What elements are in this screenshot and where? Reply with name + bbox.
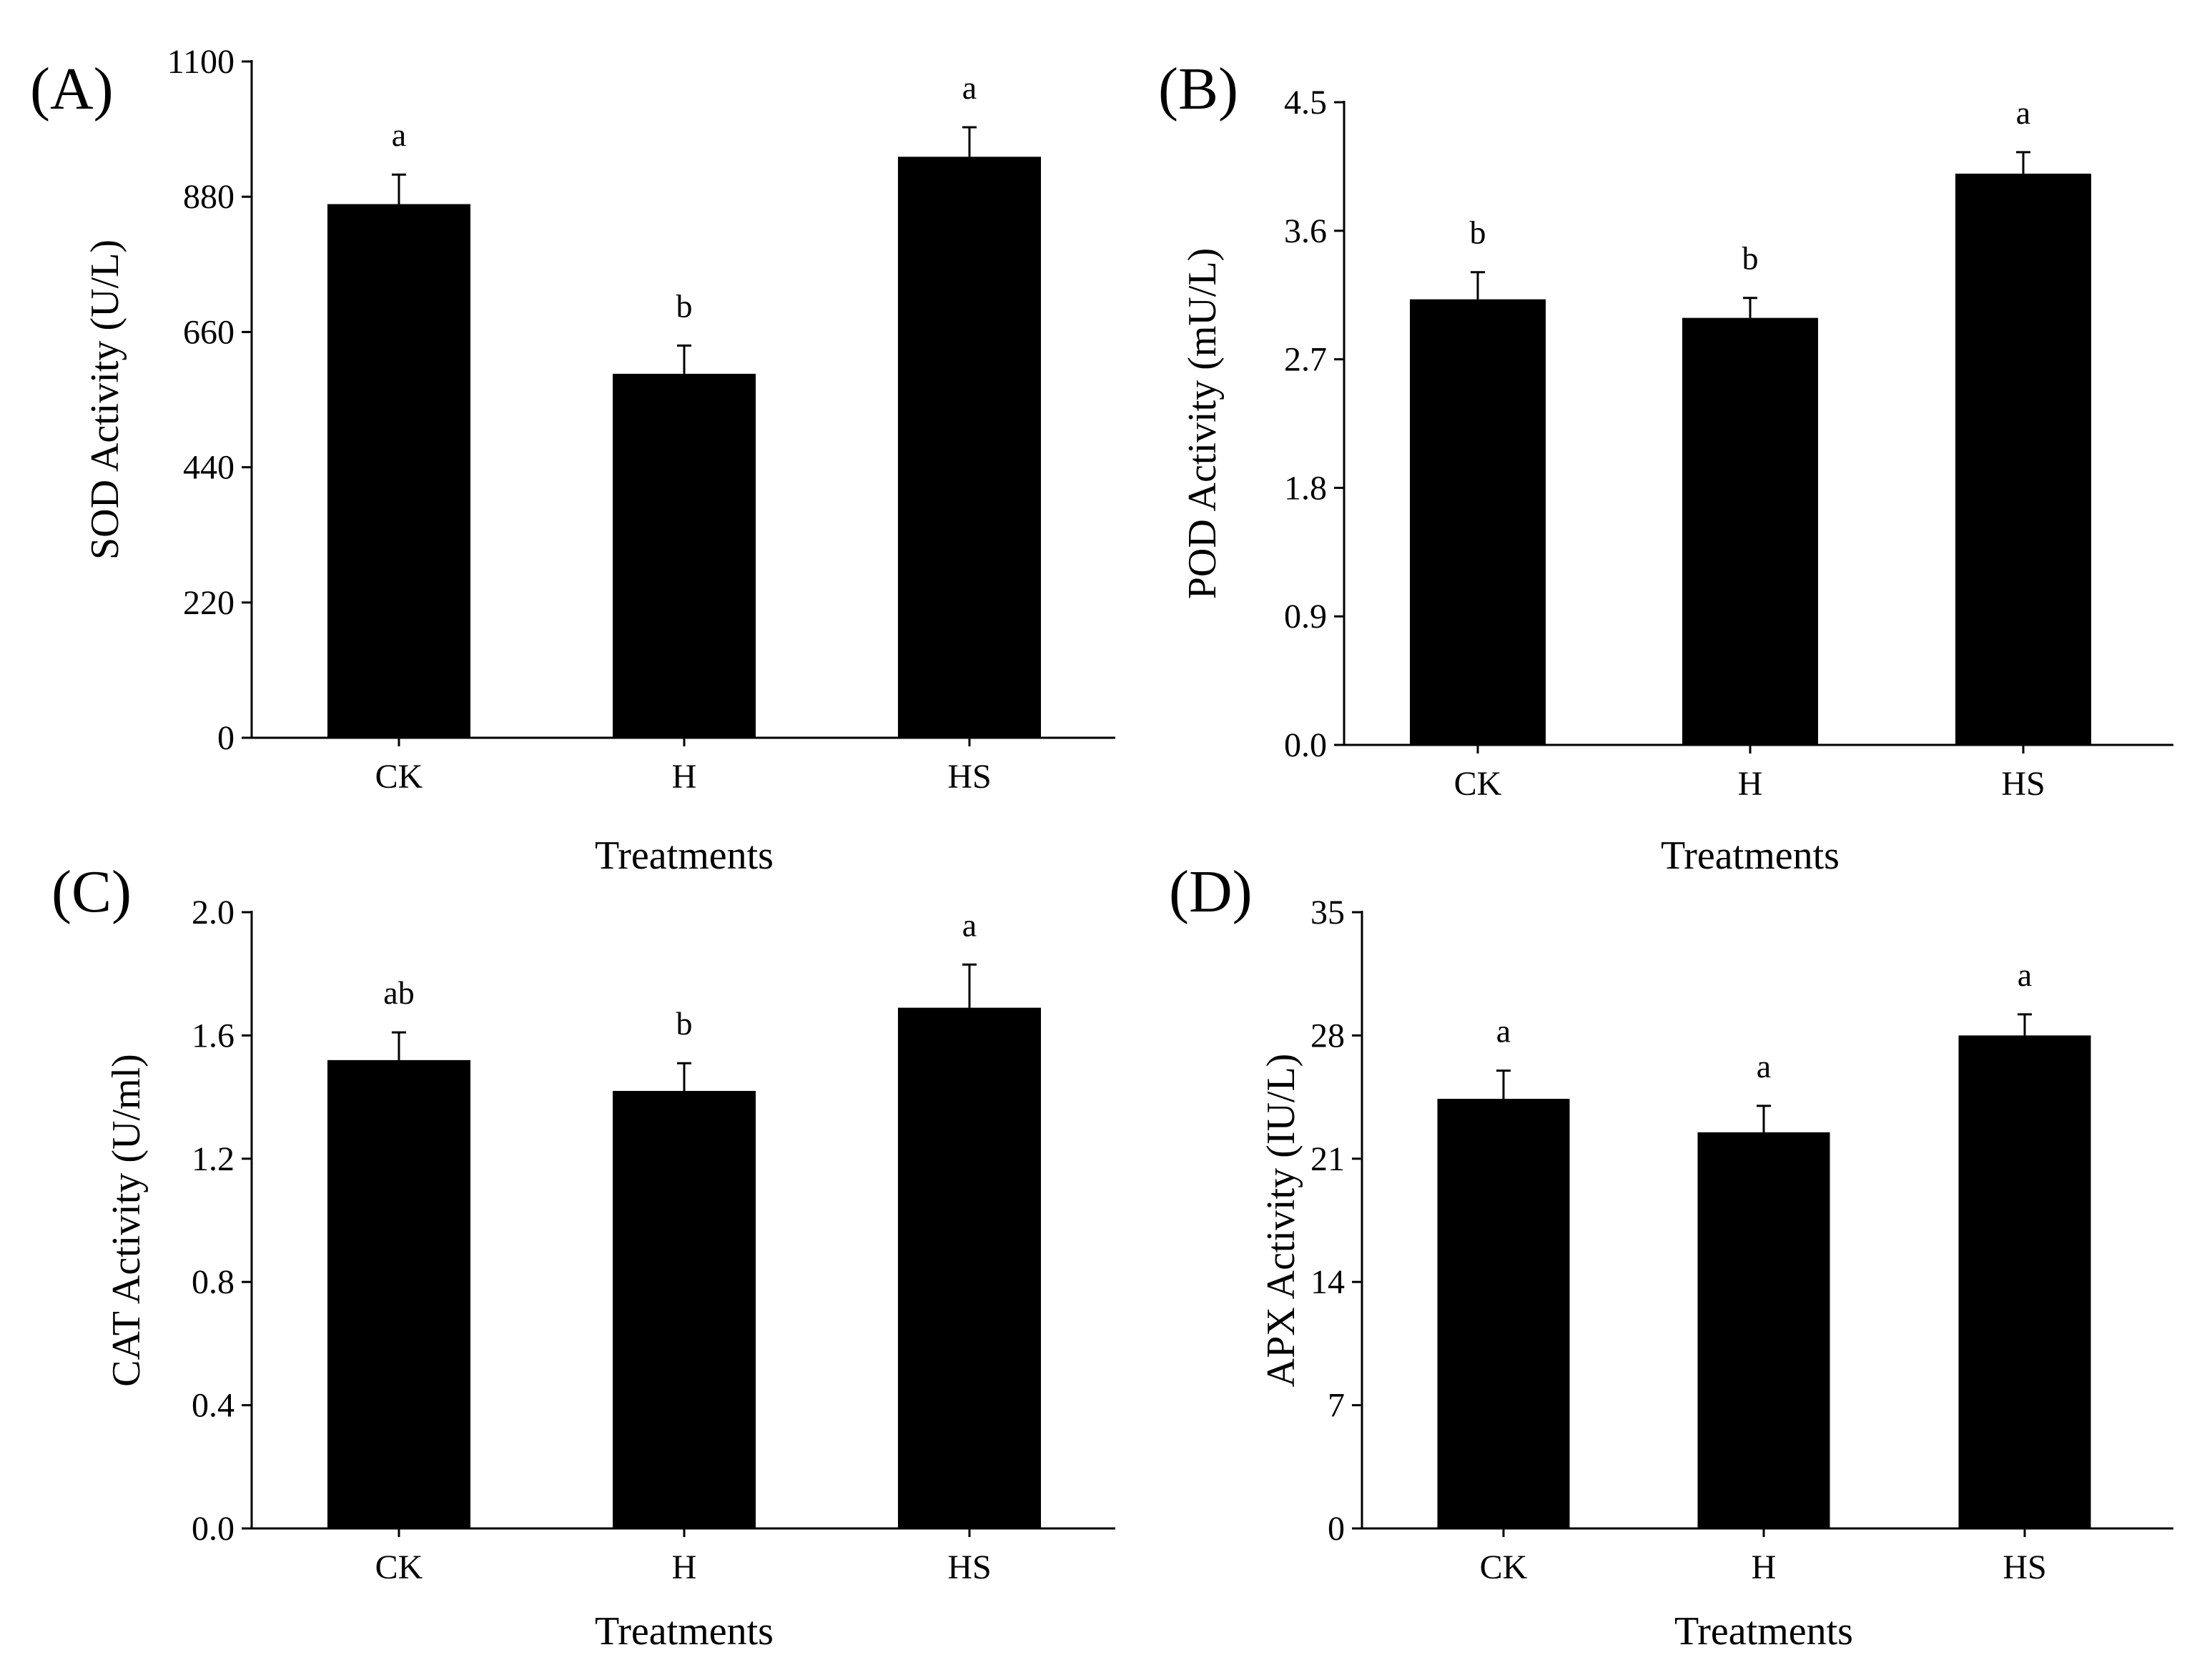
chart-a-bar-ck	[327, 204, 470, 738]
chart-d-x-axis-title: Treatments	[1674, 1609, 1853, 1654]
chart-d-significance-h: a	[1757, 1048, 1771, 1084]
chart-a-x-axis-title: Treatments	[595, 834, 774, 878]
chart-a-x-tick-label: H	[672, 758, 697, 796]
chart-a-significance-hs: a	[962, 69, 977, 106]
chart-b-significance-hs: a	[2016, 94, 2030, 131]
chart-a-bar-h	[613, 373, 756, 738]
chart-d-y-tick-label: 28	[1310, 1017, 1345, 1054]
chart-d-x-tick-label: H	[1752, 1548, 1777, 1586]
chart-a-y-tick-label: 1100	[167, 43, 234, 81]
chart-d-bar-ck	[1437, 1099, 1570, 1528]
chart-d-x-tick-label: CK	[1480, 1548, 1528, 1586]
chart-panel-c: (C) ab CK b Ha HS 0.0 0.4 0.8 1.2 1.6 2.0 CAT Activi…	[51, 859, 1115, 1654]
chart-b-bar-ck	[1410, 299, 1546, 745]
chart-d-significance-ck: a	[1496, 1013, 1511, 1049]
chart-a-x-tick-label: HS	[947, 758, 991, 796]
chart-d-bar-hs	[1958, 1035, 2091, 1528]
chart-b-x-tick-label: HS	[2001, 765, 2045, 803]
chart-d-y-tick-label: 7	[1328, 1387, 1345, 1425]
chart-c-y-tick-label: 0.4	[192, 1387, 234, 1425]
chart-panel-d: (D) a CK a Ha HS 0 7 14 21 28 35 APX Activity (IU/L)…	[1169, 859, 2173, 1654]
chart-a-significance-ck: a	[392, 117, 406, 153]
chart-b-bar-h	[1682, 317, 1818, 746]
chart-b-bar-hs	[1955, 173, 2091, 745]
chart-c-y-tick-label: 1.6	[192, 1017, 234, 1054]
chart-c-significance-h: b	[676, 1005, 693, 1042]
chart-d-y-tick-label: 21	[1310, 1140, 1345, 1178]
chart-b-x-axis-title: Treatments	[1661, 834, 1840, 878]
chart-a-x-tick-label: CK	[375, 758, 423, 796]
chart-c-bar-ck	[327, 1059, 470, 1528]
chart-b-y-tick-label: 0.0	[1284, 726, 1327, 764]
chart-b-y-tick-label: 0.9	[1284, 598, 1327, 636]
chart-d-panel-label: (D)	[1169, 859, 1253, 925]
chart-b-y-tick-label: 3.6	[1284, 212, 1327, 250]
chart-c-significance-hs: a	[962, 906, 977, 943]
chart-b-x-tick-label: H	[1738, 765, 1763, 803]
chart-c-x-tick-label: HS	[947, 1548, 991, 1586]
chart-a-y-tick-label: 220	[183, 584, 234, 622]
chart-c-y-tick-label: 0.0	[192, 1510, 234, 1548]
chart-a-y-tick-label: 880	[183, 178, 234, 216]
chart-c-bar-hs	[898, 1007, 1041, 1528]
chart-b-y-tick-label: 1.8	[1284, 469, 1327, 507]
chart-c-significance-ck: ab	[383, 974, 414, 1011]
chart-b-y-tick-label: 4.5	[1284, 84, 1327, 122]
chart-a-y-axis-title: SOD Activity (U/L)	[83, 239, 127, 560]
chart-a-panel-label: (A)	[30, 56, 114, 122]
chart-c-x-axis-title: Treatments	[595, 1609, 774, 1654]
chart-c-bar-h	[613, 1090, 756, 1528]
chart-c-y-tick-label: 0.8	[192, 1263, 234, 1301]
chart-d-bar-h	[1697, 1132, 1830, 1528]
chart-b-y-axis-title: POD Activity (mU/L)	[1180, 248, 1225, 600]
chart-d-y-tick-label: 14	[1310, 1263, 1345, 1301]
chart-panel-a: (A) a CK b Ha HS 0 220 440 660 880 1100 SOD Activity…	[30, 43, 1115, 878]
chart-a-y-tick-label: 0	[217, 719, 234, 757]
chart-c-x-tick-label: H	[672, 1548, 697, 1586]
chart-a-bar-hs	[898, 157, 1041, 738]
chart-d-significance-hs: a	[2018, 957, 2032, 993]
chart-c-y-tick-label: 1.2	[192, 1140, 234, 1178]
chart-a-y-tick-label: 660	[183, 313, 234, 351]
chart-panel-b: (B) b CK b Ha HS 0.0 0.9 1.8 2.7 3.6 4.5 POD Activit…	[1158, 56, 2173, 878]
chart-a-significance-h: b	[676, 287, 693, 324]
chart-d-y-tick-label: 0	[1328, 1510, 1345, 1548]
chart-c-y-tick-label: 2.0	[192, 894, 234, 932]
chart-c-panel-label: (C)	[51, 859, 132, 925]
chart-b-significance-h: b	[1742, 240, 1759, 277]
chart-c-x-tick-label: CK	[375, 1548, 423, 1586]
chart-d-y-tick-label: 35	[1310, 894, 1345, 932]
chart-b-y-tick-label: 2.7	[1284, 341, 1327, 379]
chart-b-significance-ck: b	[1470, 214, 1486, 251]
chart-c-y-axis-title: CAT Activity (U/ml)	[104, 1054, 149, 1387]
chart-a-y-tick-label: 440	[183, 449, 234, 487]
chart-d-x-tick-label: HS	[2003, 1548, 2046, 1586]
chart-b-panel-label: (B)	[1158, 56, 1238, 122]
chart-b-x-tick-label: CK	[1454, 765, 1502, 803]
chart-d-y-axis-title: APX Activity (IU/L)	[1259, 1054, 1303, 1388]
